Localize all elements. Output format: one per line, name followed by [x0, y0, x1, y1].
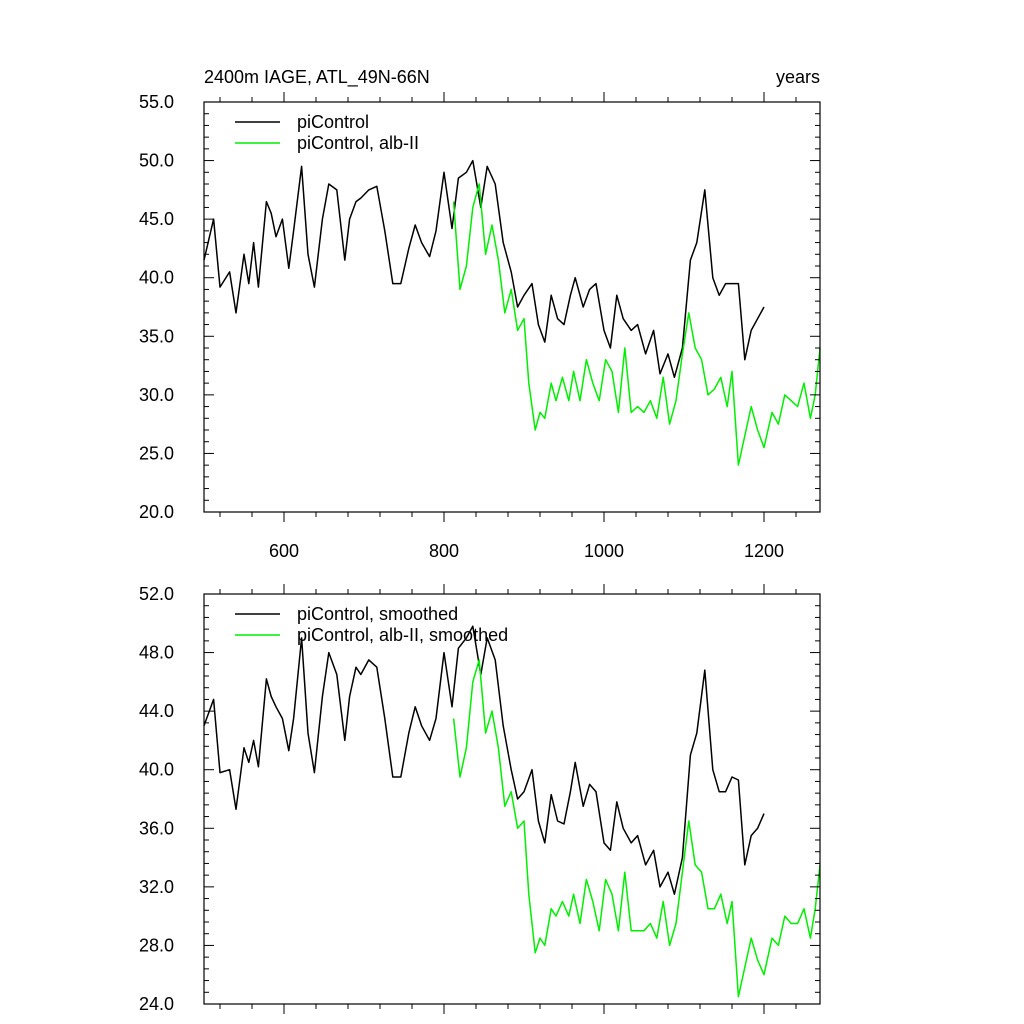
y-tick-label: 40.0: [139, 760, 174, 780]
legend-label-2: piControl, alb-II: [297, 133, 419, 153]
y-tick-label: 32.0: [139, 877, 174, 897]
x-axis-unit-label: years: [776, 67, 820, 87]
plot-frame: [203, 593, 821, 1005]
y-tick-label: 55.0: [139, 92, 174, 112]
y-tick-label: 28.0: [139, 935, 174, 955]
series-line-1: [203, 625, 765, 895]
x-tick-label: 1200: [744, 541, 784, 561]
y-tick-label: 35.0: [139, 326, 174, 346]
series-line-2: [452, 183, 821, 466]
x-tick-label: 600: [269, 541, 299, 561]
y-tick-label: 45.0: [139, 209, 174, 229]
chart-title: 2400m IAGE, ATL_49N-66N: [204, 67, 430, 88]
y-tick-label: 40.0: [139, 268, 174, 288]
y-tick-label: 44.0: [139, 701, 174, 721]
x-tick-label: 800: [429, 541, 459, 561]
series-line-1: [203, 159, 765, 379]
y-tick-label: 20.0: [139, 502, 174, 522]
legend-label-1: piControl, smoothed: [297, 604, 458, 624]
series-line-2: [452, 659, 821, 998]
legend-label-1: piControl: [297, 112, 369, 132]
y-tick-label: 24.0: [139, 994, 174, 1014]
y-tick-label: 36.0: [139, 818, 174, 838]
plot-frame: [203, 101, 821, 513]
legend-label-2: piControl, alb-II, smoothed: [297, 625, 508, 645]
y-tick-label: 52.0: [139, 584, 174, 604]
y-tick-label: 50.0: [139, 151, 174, 171]
y-tick-label: 30.0: [139, 385, 174, 405]
y-tick-label: 48.0: [139, 643, 174, 663]
y-tick-label: 25.0: [139, 443, 174, 463]
top-panel: 20.0 25.0 30.0 35.0 40.0 45.0 50.0 55.0 600 800 10…: [139, 92, 821, 561]
bottom-panel: 24.0 28.0 32.0 36.0 40.0 44.0 48.0 52.0 piContro…: [139, 584, 821, 1014]
x-tick-label: 1000: [584, 541, 624, 561]
